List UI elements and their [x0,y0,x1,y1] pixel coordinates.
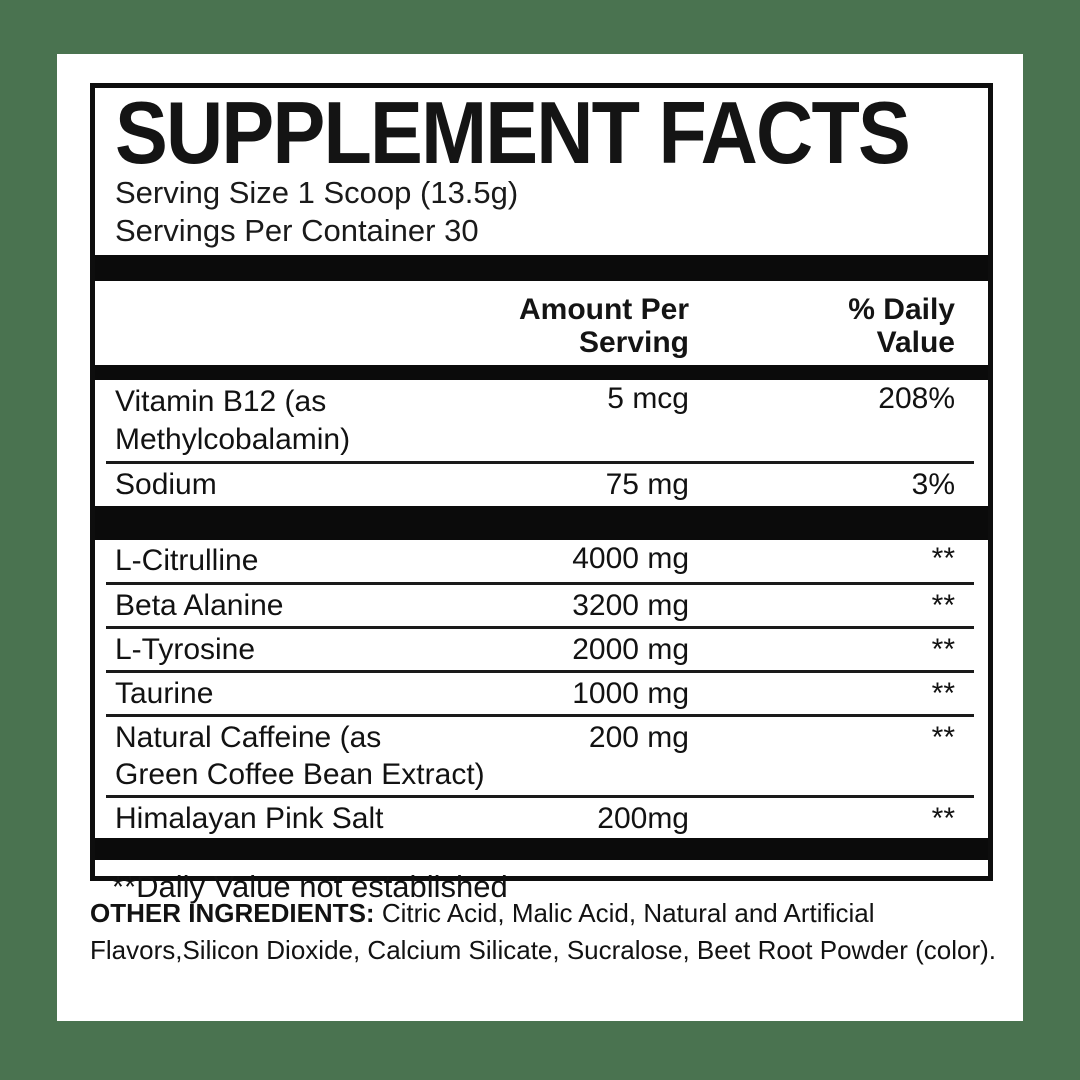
nutrient-row-sodium: Sodium 75 mg 3% [95,466,988,506]
nutrient-amount: 3200 mg [572,589,689,622]
nutrient-amount: 5 mcg [607,382,689,415]
nutrient-name: Vitamin B12 (as [115,385,327,418]
other-ingredients-text: Citric Acid, Malic Acid, Natural and Art… [90,898,997,965]
nutrient-daily-value: 208% [878,382,955,415]
row-divider [106,582,974,585]
column-header-row: Amount Per Serving % Daily Value [95,281,988,365]
nutrient-daily-value: 3% [911,468,955,501]
nutrient-name-line2: Methylcobalamin) [115,423,351,456]
divider-bar-medium [95,365,988,380]
nutrient-amount: 4000 mg [572,542,689,575]
daily-value-footnote: **Daily Value not established [112,869,508,904]
amount-per-serving-header: Amount Per Serving [518,293,689,359]
serving-size: Serving Size 1 Scoop (13.5g) [115,175,519,210]
row-divider [106,461,974,464]
other-ingredients: OTHER INGREDIENTS: Citric Acid, Malic Ac… [90,895,1020,969]
nutrient-name: Himalayan Pink Salt [115,802,384,835]
supplement-label-card: SUPPLEMENT FACTS Serving Size 1 Scoop (1… [57,54,1023,1021]
nutrient-daily-value: ** [931,542,955,575]
nutrient-row-l-citrulline: L-Citrulline 4000 mg ** [95,540,988,580]
nutrient-amount: 200 mg [588,721,689,754]
nutrient-name: L-Citrulline [115,544,259,577]
percent-daily-value-header: % Daily Value [848,293,955,359]
nutrient-daily-value: ** [931,721,955,754]
divider-bar-thick [95,838,988,860]
servings-per-container: Servings Per Container 30 [115,213,479,248]
nutrient-amount: 1000 mg [572,677,689,710]
supplement-facts-panel: SUPPLEMENT FACTS Serving Size 1 Scoop (1… [90,83,993,904]
row-divider [106,714,974,717]
nutrient-name: Beta Alanine [115,589,284,622]
divider-bar-thick [95,506,988,540]
nutrient-amount: 75 mg [605,468,689,501]
nutrient-name: L-Tyrosine [115,633,256,666]
row-divider [106,670,974,673]
other-ingredients-label: OTHER INGREDIENTS: [90,898,375,928]
nutrient-name-line2: Green Coffee Bean Extract) [115,758,485,791]
nutrient-daily-value: ** [931,802,955,835]
nutrient-amount: 200mg [597,802,689,835]
nutrient-daily-value: ** [931,589,955,622]
nutrient-row-himalayan-pink-salt: Himalayan Pink Salt 200mg ** [95,800,988,838]
nutrient-row-l-tyrosine: L-Tyrosine 2000 mg ** [95,631,988,668]
row-divider [106,795,974,798]
nutrient-name: Sodium [115,468,217,501]
divider-bar-thick [95,255,988,281]
nutrient-name: Taurine [115,677,214,710]
nutrient-name: Natural Caffeine (as [115,721,382,754]
panel-title: SUPPLEMENT FACTS [115,83,911,182]
nutrient-amount: 2000 mg [572,633,689,666]
nutrient-row-beta-alanine: Beta Alanine 3200 mg ** [95,587,988,624]
nutrient-daily-value: ** [931,677,955,710]
row-divider [106,626,974,629]
nutrient-row-taurine: Taurine 1000 mg ** [95,675,988,712]
nutrient-row-natural-caffeine: Natural Caffeine (as Green Coffee Bean E… [95,719,988,793]
nutrient-daily-value: ** [931,633,955,666]
nutrient-row-vitamin-b12: Vitamin B12 (as Methylcobalamin) 5 mcg 2… [95,380,988,459]
